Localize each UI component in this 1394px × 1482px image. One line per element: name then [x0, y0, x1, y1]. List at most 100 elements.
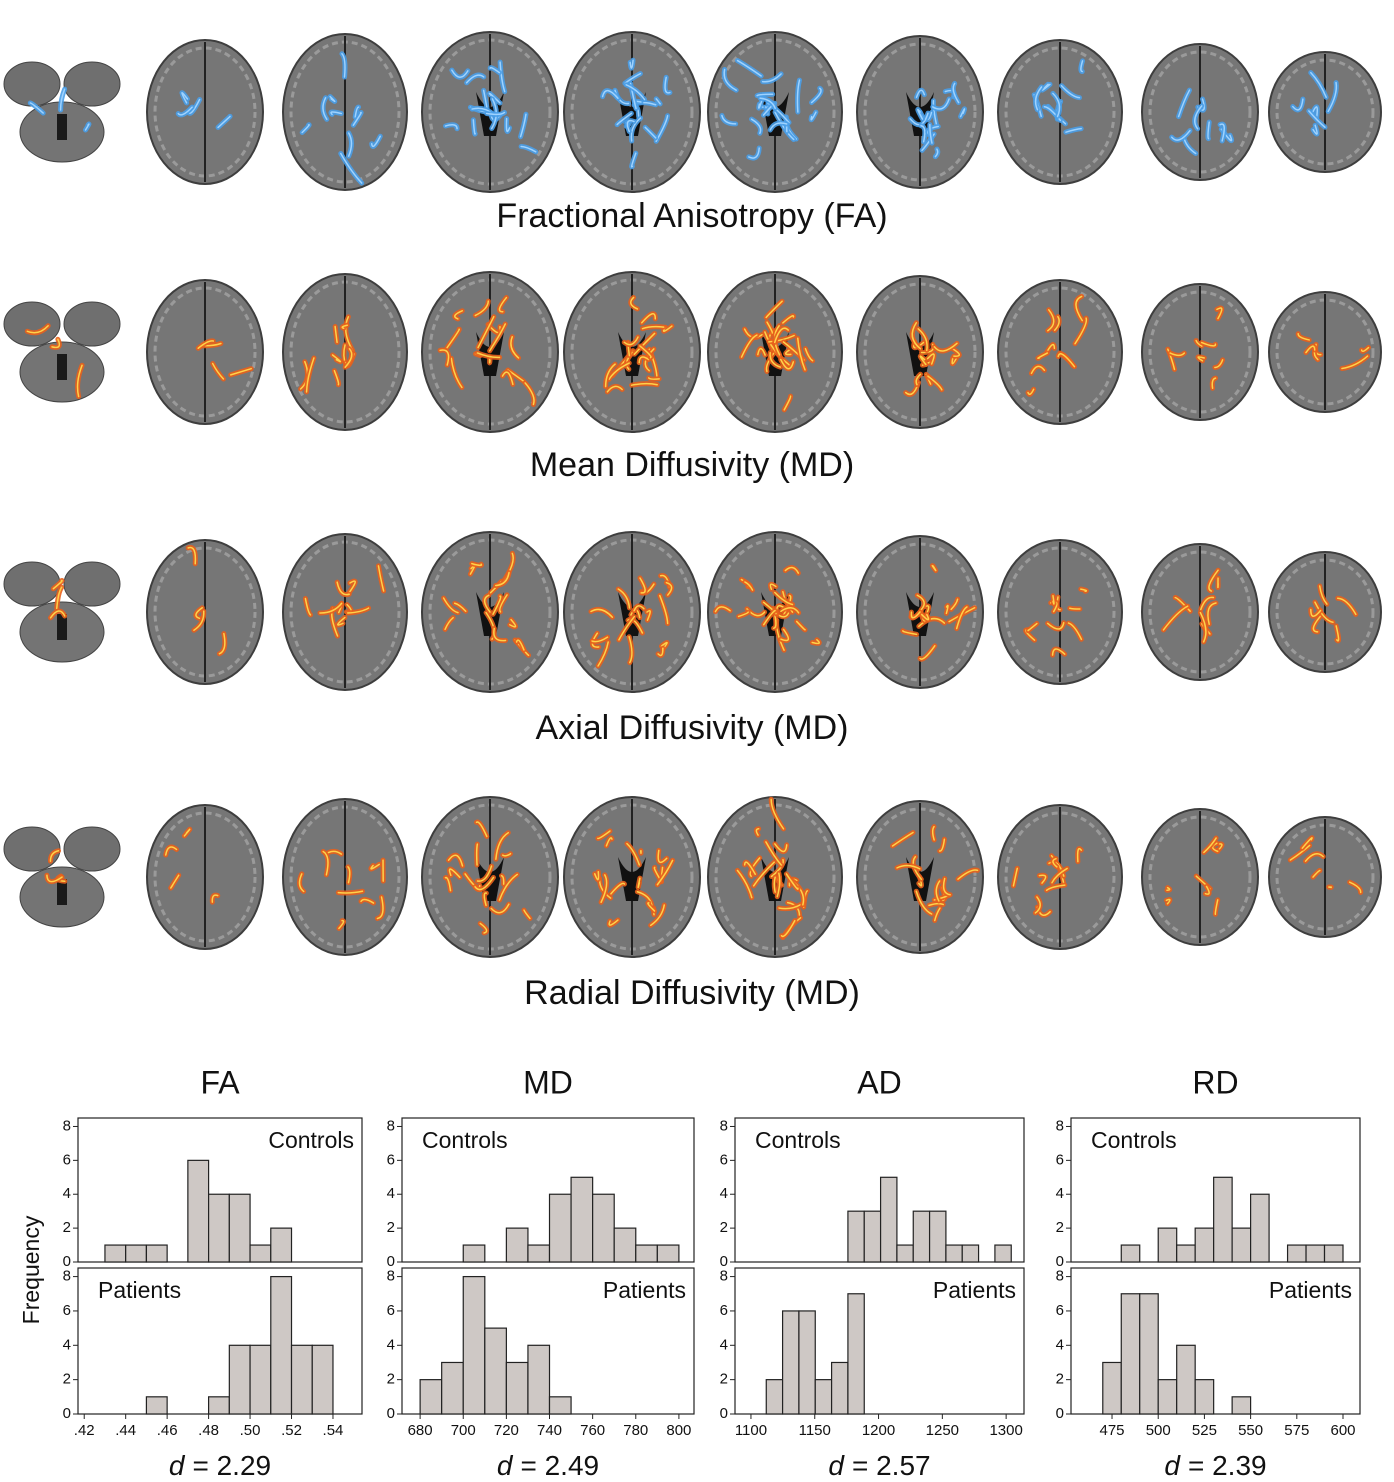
- y-tick-label: 8: [720, 1117, 728, 1134]
- y-tick-label: 4: [1056, 1336, 1064, 1353]
- x-tick-label: 500: [1146, 1422, 1171, 1439]
- tract-core: [477, 844, 478, 865]
- series-label: Patients: [98, 1277, 181, 1303]
- x-tick-label: .52: [281, 1422, 302, 1439]
- x-tick-label: .44: [115, 1422, 136, 1439]
- brain-lobe: [4, 302, 60, 346]
- bar: [783, 1311, 799, 1414]
- bar: [312, 1345, 333, 1414]
- effect-text: = 2.39: [1188, 1450, 1267, 1481]
- brain-slice: [564, 272, 700, 432]
- bar: [463, 1277, 485, 1414]
- y-tick-label: 2: [63, 1371, 71, 1388]
- brain-slice: [857, 536, 983, 688]
- y-tick-label: 4: [63, 1336, 71, 1353]
- brain-slice: [283, 274, 407, 430]
- tract-core: [1070, 608, 1080, 609]
- bar: [766, 1380, 782, 1414]
- bar: [1306, 1245, 1324, 1262]
- bar: [188, 1160, 209, 1262]
- brain-slice: [708, 797, 842, 957]
- y-tick-label: 2: [720, 1371, 728, 1388]
- brain-slice: [422, 532, 558, 692]
- bar: [832, 1362, 848, 1414]
- bar: [1195, 1380, 1213, 1414]
- effect-size: d= 2.29: [169, 1450, 271, 1481]
- y-tick-label: 6: [63, 1151, 71, 1168]
- chart-title: FA: [200, 1064, 240, 1100]
- effect-symbol: d: [1164, 1450, 1181, 1481]
- x-tick-label: 475: [1100, 1422, 1125, 1439]
- effect-symbol: d: [828, 1450, 845, 1481]
- bar: [1177, 1345, 1195, 1414]
- bar: [1121, 1294, 1139, 1414]
- brain-slice: [422, 272, 558, 432]
- brain-slice: [564, 797, 700, 957]
- bar: [1195, 1228, 1213, 1262]
- brain-slice: [1269, 552, 1381, 672]
- bar: [506, 1362, 528, 1414]
- x-tick-label: 760: [580, 1422, 605, 1439]
- chart-title: MD: [523, 1064, 573, 1100]
- bar: [1103, 1362, 1121, 1414]
- bar: [1232, 1397, 1250, 1414]
- bar: [881, 1177, 897, 1262]
- bar: [1232, 1228, 1250, 1262]
- bar: [250, 1245, 271, 1262]
- bar: [420, 1380, 442, 1414]
- brain-lobe: [64, 62, 120, 106]
- bar: [864, 1211, 880, 1262]
- bar: [146, 1397, 167, 1414]
- x-tick-label: 575: [1284, 1422, 1309, 1439]
- bar: [485, 1328, 507, 1414]
- y-tick-label: 8: [63, 1268, 71, 1285]
- series-label: Controls: [755, 1127, 841, 1153]
- y-tick-label: 6: [1056, 1302, 1064, 1319]
- bar: [962, 1245, 978, 1262]
- y-tick-label: 0: [720, 1405, 728, 1422]
- bar: [995, 1245, 1011, 1262]
- x-tick-label: 600: [1330, 1422, 1355, 1439]
- x-tick-label: 800: [666, 1422, 691, 1439]
- bar: [1177, 1245, 1195, 1262]
- x-tick-label: 720: [494, 1422, 519, 1439]
- y-tick-label: 4: [720, 1336, 728, 1353]
- x-tick-label: 680: [408, 1422, 433, 1439]
- bar: [657, 1245, 679, 1262]
- brain-lobe: [4, 827, 60, 871]
- effect-symbol: d: [169, 1450, 186, 1481]
- effect-text: = 2.29: [192, 1450, 271, 1481]
- brainstem: [57, 354, 67, 380]
- bar: [571, 1177, 593, 1262]
- x-tick-label: .46: [157, 1422, 178, 1439]
- y-tick-label: 2: [1056, 1371, 1064, 1388]
- bar: [550, 1194, 572, 1262]
- bar: [463, 1245, 485, 1262]
- brain-slice: [1269, 52, 1381, 172]
- effect-text: = 2.57: [852, 1450, 931, 1481]
- effect-symbol: d: [497, 1450, 514, 1481]
- brain-slice: [4, 562, 120, 662]
- series-label: Patients: [1269, 1277, 1352, 1303]
- bar: [1288, 1245, 1306, 1262]
- y-tick-label: 0: [387, 1405, 395, 1422]
- brain-slice: [998, 280, 1122, 424]
- brain-slice: [283, 534, 407, 690]
- effect-size: d= 2.57: [828, 1450, 930, 1481]
- y-tick-label: 6: [720, 1151, 728, 1168]
- effect-size: d= 2.39: [1164, 1450, 1266, 1481]
- y-tick-label: 6: [63, 1302, 71, 1319]
- x-tick-label: 700: [451, 1422, 476, 1439]
- brain-slice: [283, 799, 407, 955]
- bar: [897, 1245, 913, 1262]
- series-label: Patients: [603, 1277, 686, 1303]
- y-tick-label: 4: [720, 1185, 728, 1202]
- brain-lobe: [64, 302, 120, 346]
- y-tick-label: 6: [387, 1302, 395, 1319]
- series-label: Controls: [1091, 1127, 1177, 1153]
- brain-slice: [1142, 809, 1258, 945]
- brain-slice: [1269, 817, 1381, 937]
- brain-slice: [4, 302, 120, 402]
- x-tick-label: 1250: [926, 1422, 959, 1439]
- bar: [1214, 1177, 1232, 1262]
